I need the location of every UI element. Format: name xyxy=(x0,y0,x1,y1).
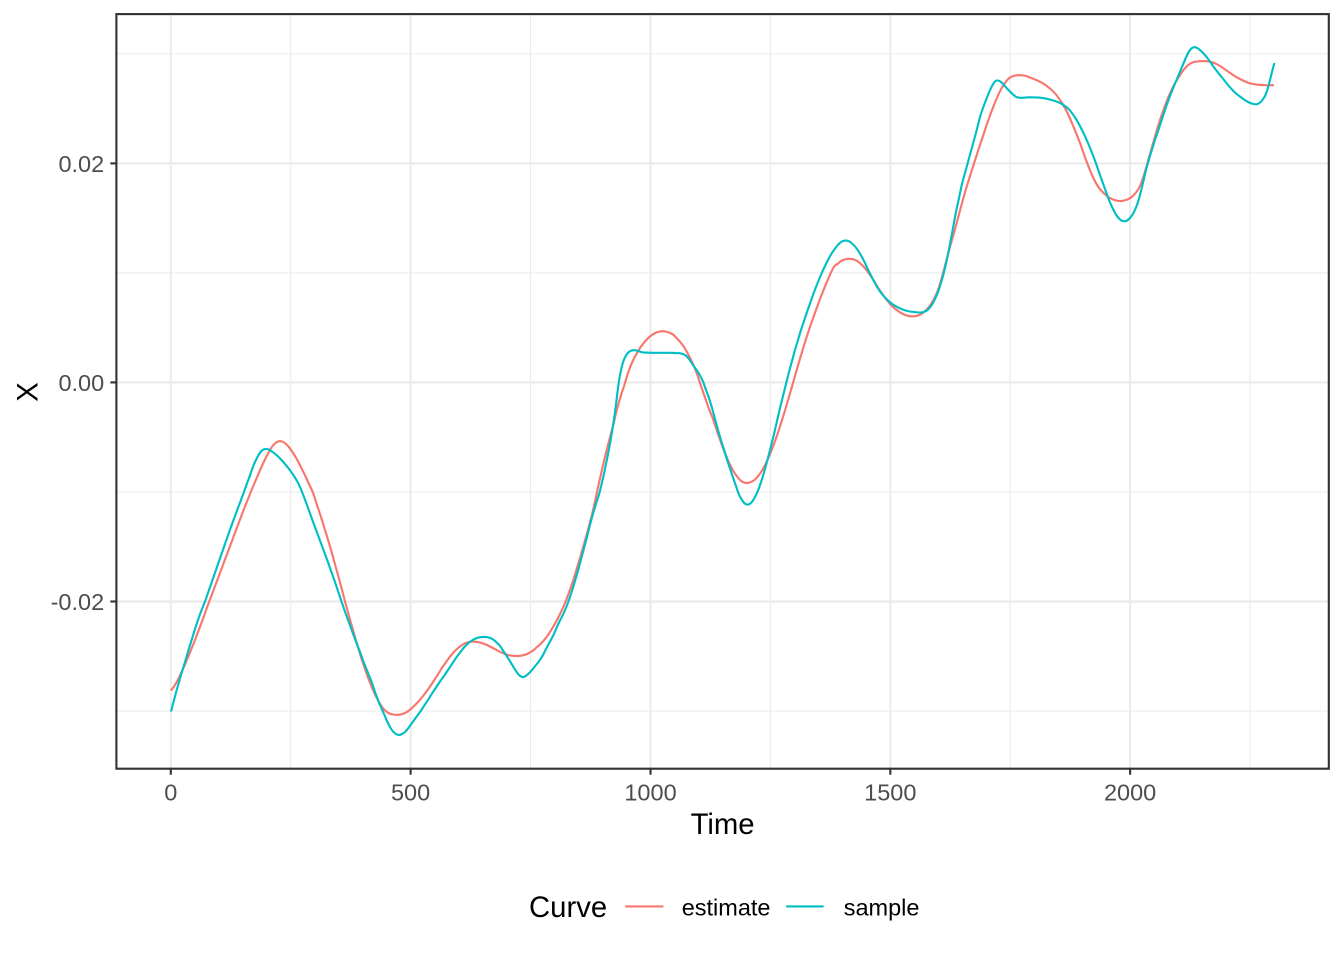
svg-text:0: 0 xyxy=(164,780,177,806)
svg-text:1000: 1000 xyxy=(624,780,676,806)
svg-text:0.00: 0.00 xyxy=(58,370,104,396)
svg-text:Curve: Curve xyxy=(529,891,607,924)
svg-text:sample: sample xyxy=(844,895,920,921)
svg-text:2000: 2000 xyxy=(1104,780,1156,806)
svg-text:500: 500 xyxy=(391,780,430,806)
svg-text:Time: Time xyxy=(691,808,755,841)
svg-text:1500: 1500 xyxy=(864,780,916,806)
svg-text:-0.02: -0.02 xyxy=(51,589,105,615)
svg-text:X: X xyxy=(12,382,45,402)
svg-text:0.02: 0.02 xyxy=(58,151,104,177)
svg-text:estimate: estimate xyxy=(682,895,771,921)
